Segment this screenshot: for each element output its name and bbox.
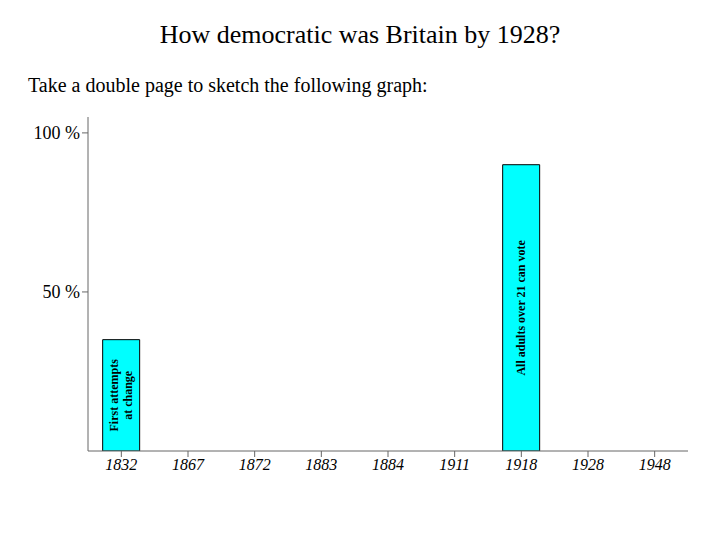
html-text:How democratic was Britain by: How democratic was Britain by 1928? <box>159 20 561 49</box>
svg-text:1867: 1867 <box>172 456 205 473</box>
svg-text:First attemptsat change: First attemptsat change <box>107 359 135 432</box>
svg-text:1918: 1918 <box>505 456 537 473</box>
svg-text:1928: 1928 <box>572 456 604 473</box>
svg-text:50 %: 50 % <box>43 282 81 302</box>
svg-text:100 %: 100 % <box>34 123 81 143</box>
svg-text:1911: 1911 <box>439 456 470 473</box>
html-text:Take a double page to sketch t: Take a double page to sketch the followi… <box>28 74 428 96</box>
svg-text:1832: 1832 <box>105 456 137 473</box>
svg-text:1884: 1884 <box>372 456 404 473</box>
svg-text:All adults over 21 can vote: All adults over 21 can vote <box>514 239 528 375</box>
svg-text:1872: 1872 <box>239 456 271 473</box>
svg-text:1883: 1883 <box>305 456 337 473</box>
svg-text:1948: 1948 <box>639 456 671 473</box>
